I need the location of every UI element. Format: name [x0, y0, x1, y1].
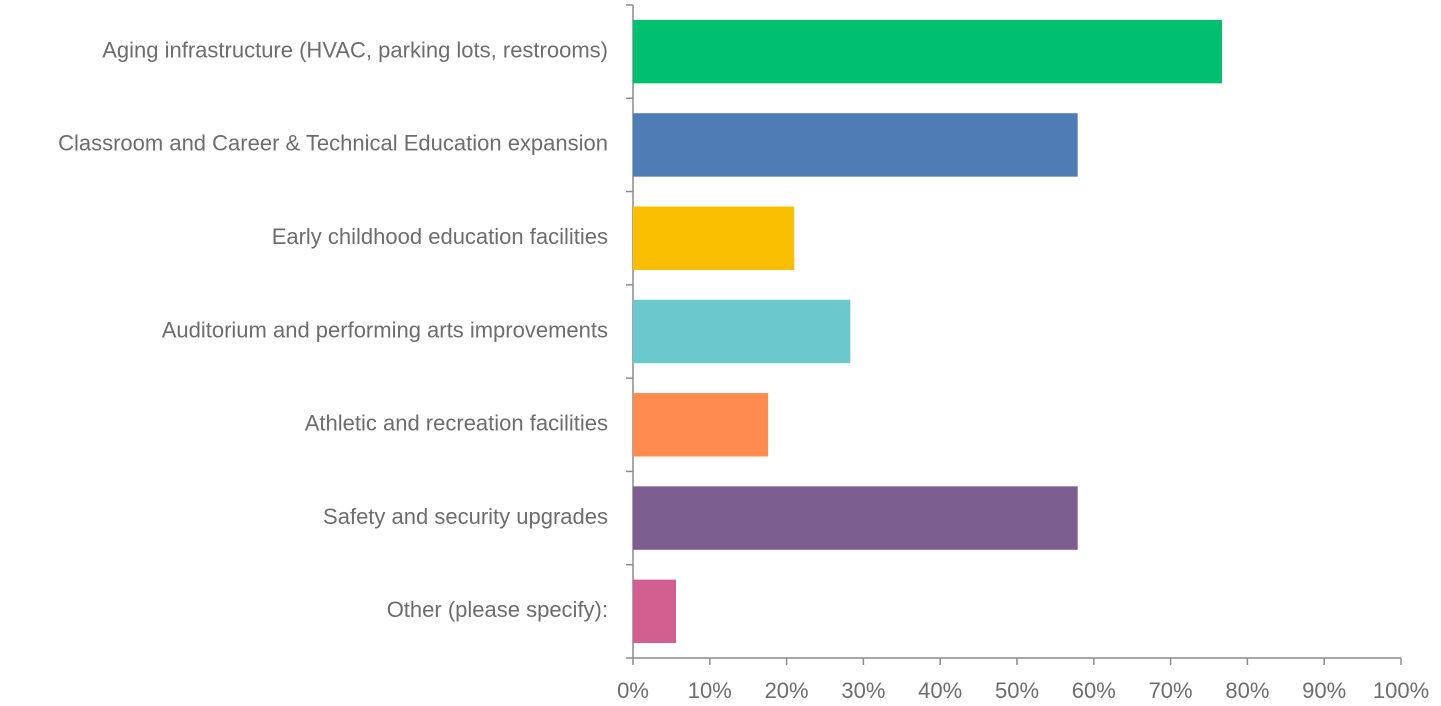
bar: [633, 299, 851, 364]
x-tick-label: 100%: [1373, 678, 1429, 703]
y-tick-label: Classroom and Career & Technical Educati…: [58, 131, 608, 156]
bar: [633, 19, 1223, 84]
bar: [633, 579, 677, 644]
x-tick-label: 10%: [688, 678, 732, 703]
y-tick-label: Auditorium and performing arts improveme…: [162, 317, 608, 342]
x-tick-label: 50%: [995, 678, 1039, 703]
bar: [633, 206, 795, 270]
bar: [633, 113, 1078, 177]
x-tick-label: 60%: [1072, 678, 1116, 703]
bar: [633, 486, 1078, 550]
x-tick-label: 70%: [1149, 678, 1193, 703]
y-tick-label: Safety and security upgrades: [323, 504, 608, 529]
y-tick-label: Early childhood education facilities: [272, 224, 608, 249]
bar: [633, 393, 769, 457]
x-tick-label: 40%: [918, 678, 962, 703]
y-tick-label: Other (please specify):: [387, 597, 608, 622]
y-tick-label: Athletic and recreation facilities: [305, 411, 608, 436]
x-tick-label: 80%: [1225, 678, 1269, 703]
x-tick-label: 30%: [841, 678, 885, 703]
x-tick-label: 20%: [765, 678, 809, 703]
x-tick-label: 90%: [1302, 678, 1346, 703]
y-tick-label: Aging infrastructure (HVAC, parking lots…: [102, 37, 608, 62]
x-tick-label: 0%: [617, 678, 649, 703]
